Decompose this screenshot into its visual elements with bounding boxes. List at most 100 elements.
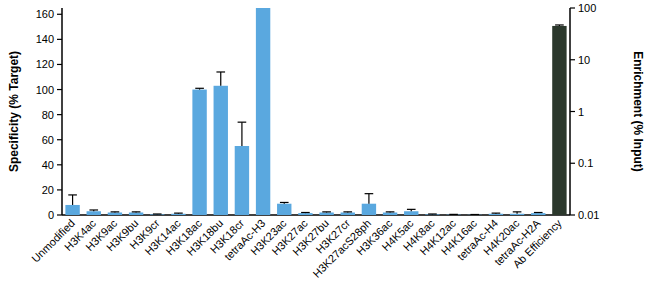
error-bar [111, 211, 120, 213]
bar [425, 214, 439, 215]
error-cap [555, 24, 564, 25]
error-bar [470, 214, 479, 215]
bar [489, 214, 503, 215]
x-tick-label: Ab Efficiency [511, 217, 565, 271]
y2-tick [570, 111, 575, 112]
error-cap [68, 194, 77, 195]
y2-tick-label: 10 [578, 54, 590, 66]
y-tick-label: 160 [36, 8, 54, 20]
y-tick-label: 80 [42, 109, 54, 121]
y2-axis-title: Enrichment (% Input) [631, 51, 645, 172]
error-cap [301, 212, 310, 213]
y-tick [57, 39, 62, 40]
y-tick [57, 14, 62, 15]
error-bar [280, 202, 289, 203]
error-cap [280, 202, 289, 203]
y-axis-title: Specificity (% Target) [7, 51, 21, 172]
error-cap [195, 88, 204, 89]
error-bar [153, 213, 162, 214]
error-cap [449, 214, 458, 215]
error-bar [216, 72, 225, 86]
error-bar [301, 212, 310, 214]
bar [552, 26, 566, 215]
error-cap [513, 211, 522, 212]
bar [214, 86, 228, 215]
error-bar [132, 211, 141, 213]
error-stem [220, 72, 221, 86]
bar [319, 212, 333, 215]
y-tick [57, 114, 62, 115]
error-cap [153, 213, 162, 214]
error-stem [368, 194, 369, 204]
error-cap [89, 209, 98, 210]
error-bar [492, 213, 501, 215]
error-cap [238, 122, 247, 123]
y-tick [57, 64, 62, 65]
bar [510, 214, 524, 215]
bar [150, 214, 164, 215]
bar [171, 214, 185, 215]
error-bar [68, 195, 77, 205]
error-cap [428, 213, 437, 214]
error-bar [555, 24, 564, 26]
bar [277, 204, 291, 215]
y2-tick [570, 7, 575, 8]
bar [446, 214, 460, 215]
error-cap [470, 214, 479, 215]
error-cap [174, 213, 183, 214]
y-tick-label: 100 [36, 84, 54, 96]
error-bar [449, 214, 458, 215]
error-cap [492, 213, 501, 214]
error-cap [386, 211, 395, 212]
error-cap [534, 212, 543, 213]
error-cap [322, 211, 331, 212]
error-cap [111, 211, 120, 212]
y2-tick-label: 0.1 [578, 157, 593, 169]
bar [192, 90, 206, 215]
y-tick [57, 139, 62, 140]
error-bar [343, 211, 352, 213]
error-cap [216, 71, 225, 72]
y2-tick [570, 214, 575, 215]
y-tick [57, 189, 62, 190]
error-bar [365, 194, 374, 204]
error-cap [407, 209, 416, 210]
bar [531, 213, 545, 215]
error-bar [513, 212, 522, 214]
y-tick-label: 40 [42, 159, 54, 171]
error-bar [174, 213, 183, 215]
bar [468, 214, 482, 215]
error-bar [428, 213, 437, 214]
error-bar [407, 209, 416, 211]
y-tick-label: 120 [36, 58, 54, 70]
bar [87, 211, 101, 215]
bar [256, 8, 270, 215]
bar [108, 212, 122, 215]
bars [65, 8, 566, 215]
error-bar [195, 88, 204, 89]
bar [341, 212, 355, 215]
error-bar [534, 212, 543, 214]
error-stem [241, 122, 242, 146]
bar [404, 211, 418, 215]
error-bar [238, 122, 247, 146]
y-tick-label: 140 [36, 33, 54, 45]
y2-tick-label: 0.01 [578, 209, 599, 221]
bar [383, 212, 397, 215]
error-cap [132, 211, 141, 212]
y2-tick-label: 100 [578, 2, 596, 14]
error-bar [386, 211, 395, 213]
error-stem [72, 195, 73, 205]
error-cap [365, 193, 374, 194]
y-tick [57, 164, 62, 165]
bar [65, 205, 79, 215]
y-tick-label: 0 [48, 209, 54, 221]
y2-tick [570, 59, 575, 60]
y2-tick-label: 1 [578, 106, 584, 118]
bar [235, 146, 249, 215]
y2-tick [570, 163, 575, 164]
bar [129, 212, 143, 215]
bar [298, 213, 312, 215]
error-cap [343, 211, 352, 212]
y-tick [57, 214, 62, 215]
